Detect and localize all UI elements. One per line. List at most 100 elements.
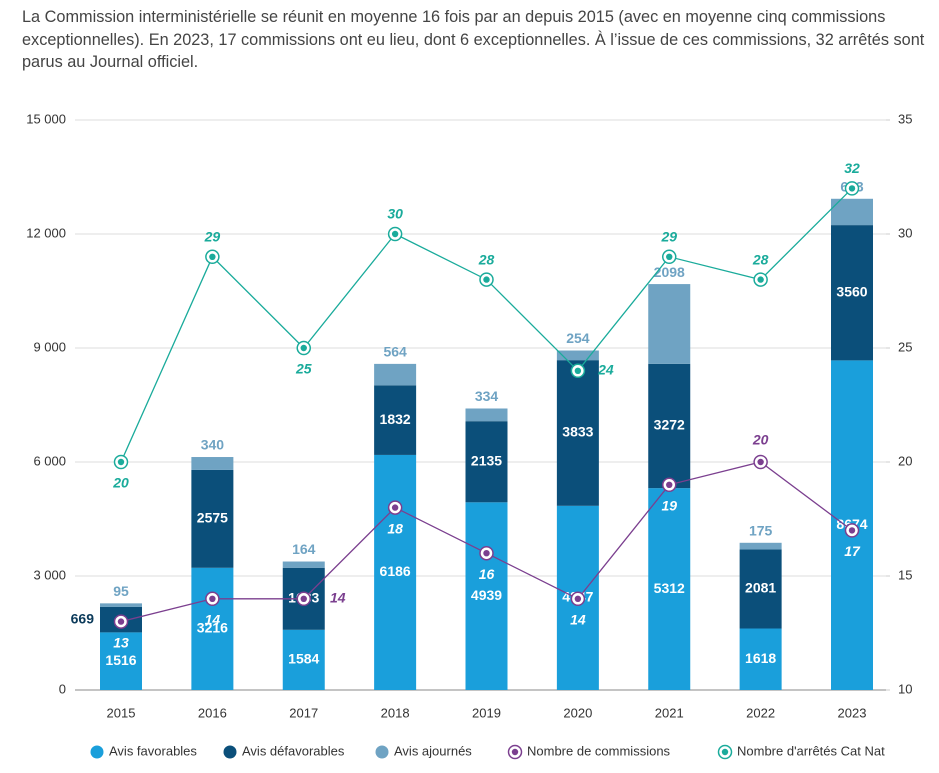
bar-segment	[374, 363, 417, 386]
line-marker-dot	[574, 595, 582, 602]
line-marker-dot	[666, 481, 673, 488]
x-tick-label: 2017	[289, 705, 318, 720]
y2-tick-label: 35	[898, 111, 912, 126]
legend-label: Avis ajournés	[394, 743, 472, 758]
value-label: 669	[71, 610, 95, 626]
bar-segment	[374, 454, 417, 690]
line-value-label: 28	[752, 251, 769, 267]
line-value-label: 32	[844, 160, 860, 176]
value-label: 6186	[380, 563, 411, 579]
y2-tick-label: 10	[898, 681, 912, 696]
line-value-label: 20	[752, 432, 769, 448]
line-value-label: 14	[330, 590, 346, 606]
x-tick-label: 2015	[107, 705, 136, 720]
y-tick-label: 3 000	[33, 567, 66, 582]
bar-segment	[191, 469, 234, 568]
value-label: 5312	[654, 580, 685, 596]
x-tick-label: 2020	[563, 705, 592, 720]
y2-tick-label: 30	[898, 225, 912, 240]
y2-tick-label: 20	[898, 453, 912, 468]
line-marker-dot	[300, 344, 307, 352]
bar-segment	[556, 360, 599, 506]
line-marker-dot	[848, 527, 856, 534]
line-value-label: 30	[387, 206, 403, 222]
line-value-label: 29	[660, 229, 677, 245]
line-value-label: 20	[112, 475, 129, 491]
y-tick-label: 6 000	[33, 453, 66, 468]
value-label: 2081	[745, 580, 776, 596]
y-tick-label: 15 000	[26, 111, 66, 126]
legend-label: Nombre d'arrêtés Cat Nat	[737, 743, 885, 758]
line-marker-dot	[757, 458, 764, 466]
line-marker-dot	[574, 367, 582, 374]
y2-tick-label: 15	[898, 567, 912, 582]
bar-segment	[831, 225, 873, 361]
intro-text: La Commission interministérielle se réun…	[22, 8, 925, 71]
x-tick-label: 2018	[381, 705, 410, 720]
line-marker-dot	[757, 276, 764, 283]
line-marker-dot	[666, 253, 673, 260]
line-marker-dot	[209, 253, 216, 260]
value-label: 4939	[471, 587, 502, 603]
y-tick-label: 9 000	[33, 339, 66, 354]
x-tick-label: 2022	[746, 705, 775, 720]
value-label: 1618	[745, 650, 776, 666]
line-value-label: 16	[479, 566, 495, 582]
bar-segment	[739, 549, 782, 629]
value-label: 95	[113, 583, 129, 599]
line-value-label: 29	[204, 229, 221, 245]
line-marker-dot	[391, 504, 399, 511]
line-marker-dot	[300, 595, 307, 602]
bar-segment	[282, 561, 325, 568]
value-label: 3216	[197, 620, 228, 636]
y-tick-label: 12 000	[26, 225, 66, 240]
legend-label: Avis favorables	[109, 743, 197, 758]
bar-segment	[100, 603, 142, 607]
legend-swatch	[223, 745, 237, 759]
value-label: 164	[292, 541, 316, 557]
x-tick-label: 2021	[655, 705, 684, 720]
x-tick-label: 2016	[198, 705, 227, 720]
line-value-label: 25	[295, 361, 312, 377]
value-label: 334	[475, 388, 499, 404]
bar-segment	[739, 628, 782, 690]
bar-segment	[556, 350, 599, 361]
y2-tick-label: 25	[898, 339, 912, 354]
line-value-label: 13	[113, 634, 129, 650]
line-value-label: 24	[597, 362, 614, 378]
value-label: 2098	[654, 264, 685, 280]
bar-segment	[191, 567, 234, 690]
bar-segment	[100, 632, 142, 690]
value-label: 340	[201, 437, 225, 453]
bar-segment	[282, 629, 325, 690]
value-label: 3272	[654, 417, 685, 433]
line-value-label: 14	[570, 612, 586, 628]
value-label: 1516	[105, 652, 136, 668]
line-marker-dot	[483, 276, 490, 283]
bar-segment	[648, 488, 691, 690]
bar-segment	[739, 542, 782, 550]
value-label: 2575	[197, 510, 228, 526]
bar-segment	[465, 408, 508, 422]
line-value-label: 14	[205, 612, 221, 628]
bar-segment	[191, 457, 234, 470]
value-label: 3560	[836, 283, 867, 299]
legend-swatch-dot	[511, 748, 519, 756]
line-value-label: 19	[661, 498, 677, 514]
value-label: 1832	[380, 411, 411, 427]
legend-swatch	[90, 745, 104, 759]
line-marker-dot	[391, 230, 399, 238]
line-marker-dot	[209, 595, 216, 602]
value-label: 175	[749, 522, 773, 538]
line-value-label: 18	[387, 520, 403, 536]
value-label: 1584	[288, 651, 319, 667]
legend-swatch	[375, 745, 389, 759]
line-marker-dot	[117, 458, 125, 466]
bar-segment	[648, 284, 691, 364]
value-label: 254	[566, 330, 590, 346]
line-marker-dot	[848, 185, 856, 192]
line-value-label: 28	[478, 251, 495, 267]
line-marker-dot	[483, 550, 490, 557]
